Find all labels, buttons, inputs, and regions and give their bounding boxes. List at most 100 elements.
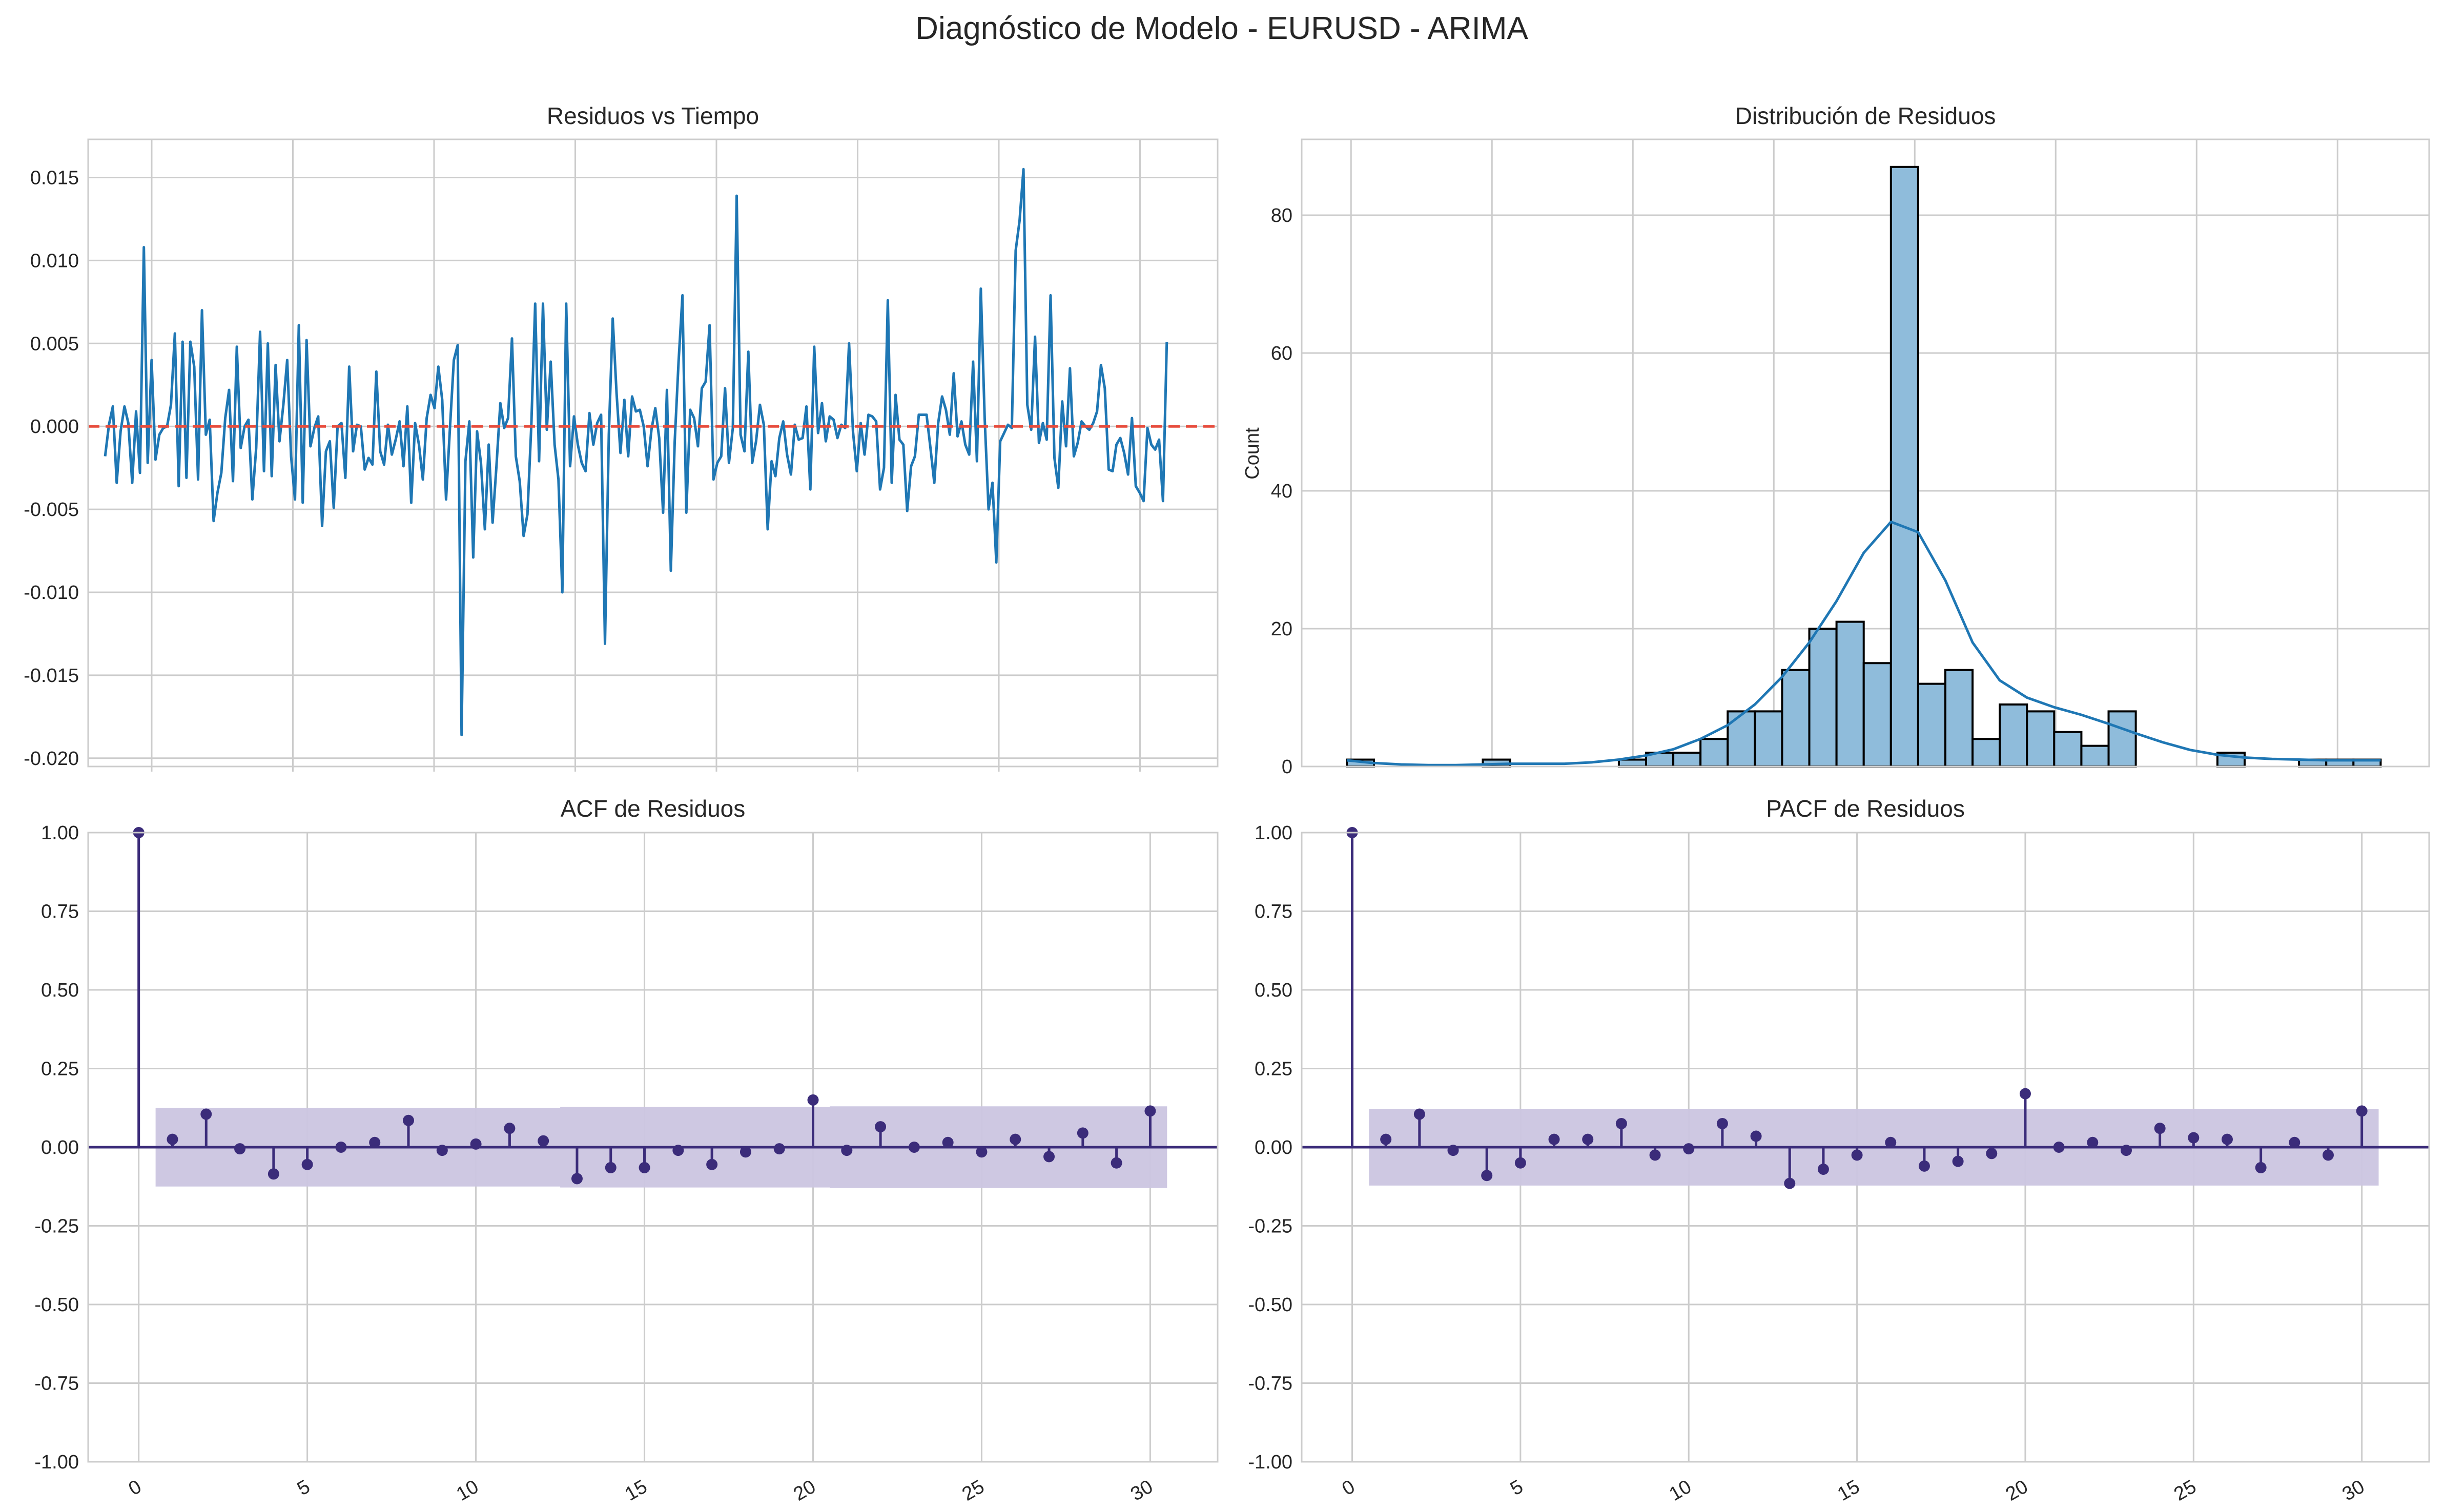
y-tick-label: -0.020 — [24, 748, 79, 770]
lag-marker — [1111, 1157, 1122, 1169]
lag-marker — [740, 1146, 751, 1158]
plot-frame — [1301, 832, 2430, 1463]
lag-marker — [1784, 1177, 1796, 1189]
y-tick-label: -0.010 — [24, 582, 79, 604]
lag-marker — [571, 1173, 583, 1185]
y-tick-label: 40 — [1271, 481, 1292, 502]
y-tick-label: 60 — [1271, 343, 1292, 364]
lag-marker — [1716, 1117, 1728, 1129]
lag-marker — [605, 1162, 617, 1173]
lag-marker — [1885, 1136, 1897, 1148]
acf-plot-title: ACF de Residuos — [561, 795, 746, 822]
lag-marker — [403, 1114, 415, 1126]
y-tick-label: 0.75 — [1255, 901, 1292, 923]
y-tick-label: -0.015 — [24, 665, 79, 687]
lag-marker — [1380, 1133, 1392, 1145]
lag-marker — [1851, 1149, 1863, 1161]
residuals-plot-title: Residuos vs Tiempo — [547, 102, 759, 129]
lag-marker — [2087, 1136, 2099, 1148]
y-tick-label: 0.015 — [30, 167, 79, 189]
lag-marker — [2289, 1136, 2301, 1148]
lag-marker — [538, 1135, 549, 1147]
histogram-bar — [1617, 758, 1647, 768]
histogram-bar — [1971, 738, 2001, 768]
histogram-bar — [1672, 752, 1702, 768]
figure-title: Diagnóstico de Modelo - EURUSD - ARIMA — [915, 11, 1528, 46]
pacf-plot-title: PACF de Residuos — [1766, 795, 1965, 822]
lag-marker — [2188, 1132, 2200, 1144]
y-tick-label: 80 — [1271, 205, 1292, 226]
lag-marker — [1615, 1117, 1627, 1129]
plot-frame — [1301, 138, 2430, 768]
kde-curve — [1346, 521, 2381, 767]
lag-marker — [167, 1133, 178, 1145]
y-tick-label: 0.25 — [41, 1059, 79, 1080]
lag-marker — [200, 1108, 212, 1120]
y-tick-label: 0.50 — [41, 980, 79, 1001]
lag-marker — [504, 1123, 516, 1134]
y-tick-label: 1.00 — [41, 822, 79, 844]
y-tick-label: 1.00 — [1255, 822, 1292, 844]
lag-marker — [942, 1136, 954, 1148]
histogram-bar — [1781, 669, 1811, 768]
y-tick-label: -0.50 — [1248, 1294, 1292, 1316]
y-tick-label: 0 — [1282, 756, 1292, 778]
y-tick-label: -1.00 — [1248, 1452, 1292, 1473]
histogram-bar — [1727, 710, 1756, 768]
lag-marker — [1548, 1133, 1560, 1145]
y-tick-label: 20 — [1271, 618, 1292, 640]
histogram-bar — [1808, 627, 1838, 768]
lag-marker — [2019, 1088, 2031, 1100]
lag-marker — [1514, 1157, 1526, 1169]
lag-marker — [268, 1168, 279, 1180]
histogram-bar — [1917, 682, 1946, 768]
histogram-bar — [1699, 738, 1729, 768]
y-tick-label: -0.75 — [1248, 1373, 1292, 1395]
histogram-bar — [1999, 703, 2028, 768]
histogram-bar — [2026, 710, 2056, 768]
lag-marker — [1582, 1133, 1594, 1145]
histogram-bar — [2080, 744, 2110, 768]
plot-frame — [87, 138, 1219, 768]
lag-marker — [1817, 1163, 1829, 1175]
lag-marker — [706, 1158, 718, 1170]
y-tick-label: -0.75 — [34, 1373, 79, 1395]
y-tick-label: -0.005 — [24, 499, 79, 521]
y-tick-label: 0.000 — [30, 416, 79, 438]
distribution-plot-title: Distribución de Residuos — [1735, 102, 1996, 129]
histogram-bar — [1862, 662, 1892, 768]
y-tick-label: -0.25 — [1248, 1216, 1292, 1237]
lag-marker — [976, 1146, 988, 1158]
lag-marker — [1986, 1148, 1998, 1159]
y-tick-label: 0.50 — [1255, 980, 1292, 1001]
lag-marker — [1918, 1160, 1930, 1172]
lag-marker — [1144, 1105, 1156, 1117]
lag-marker — [1043, 1151, 1055, 1163]
histogram-bar — [1890, 165, 1919, 768]
lag-marker — [2356, 1105, 2368, 1117]
residuals-time-plot: Residuos vs Tiempo -0.020 -0.015 -0.010 -0.… — [24, 102, 1219, 772]
y-tick-label: -0.25 — [34, 1216, 79, 1237]
lag-marker — [301, 1158, 313, 1170]
lag-marker — [2154, 1123, 2166, 1134]
histogram-bar — [2107, 710, 2137, 768]
lag-marker — [1750, 1130, 1762, 1142]
histogram-bar — [2053, 731, 2083, 768]
lag-marker — [1010, 1133, 1021, 1145]
lag-marker — [639, 1162, 650, 1173]
lag-marker — [1481, 1170, 1493, 1182]
lag-marker — [1077, 1127, 1088, 1139]
lag-marker — [1952, 1155, 1964, 1167]
lag-marker — [1683, 1143, 1695, 1155]
lag-marker — [2322, 1149, 2334, 1161]
y-tick-label: 0.25 — [1255, 1059, 1292, 1080]
y-tick-label: 0.00 — [1255, 1137, 1292, 1158]
y-tick-label: 0.75 — [41, 901, 79, 923]
y-tick-label: -1.00 — [34, 1452, 79, 1473]
y-tick-label: 0.005 — [30, 333, 79, 355]
lag-marker — [1413, 1108, 1425, 1120]
y-tick-label: 0.00 — [41, 1137, 79, 1158]
pacf-plot: PACF de Residuos -1.00 -0.75 -0.50 -0.25 0.0… — [1248, 795, 2430, 1505]
lag-marker — [875, 1121, 887, 1133]
